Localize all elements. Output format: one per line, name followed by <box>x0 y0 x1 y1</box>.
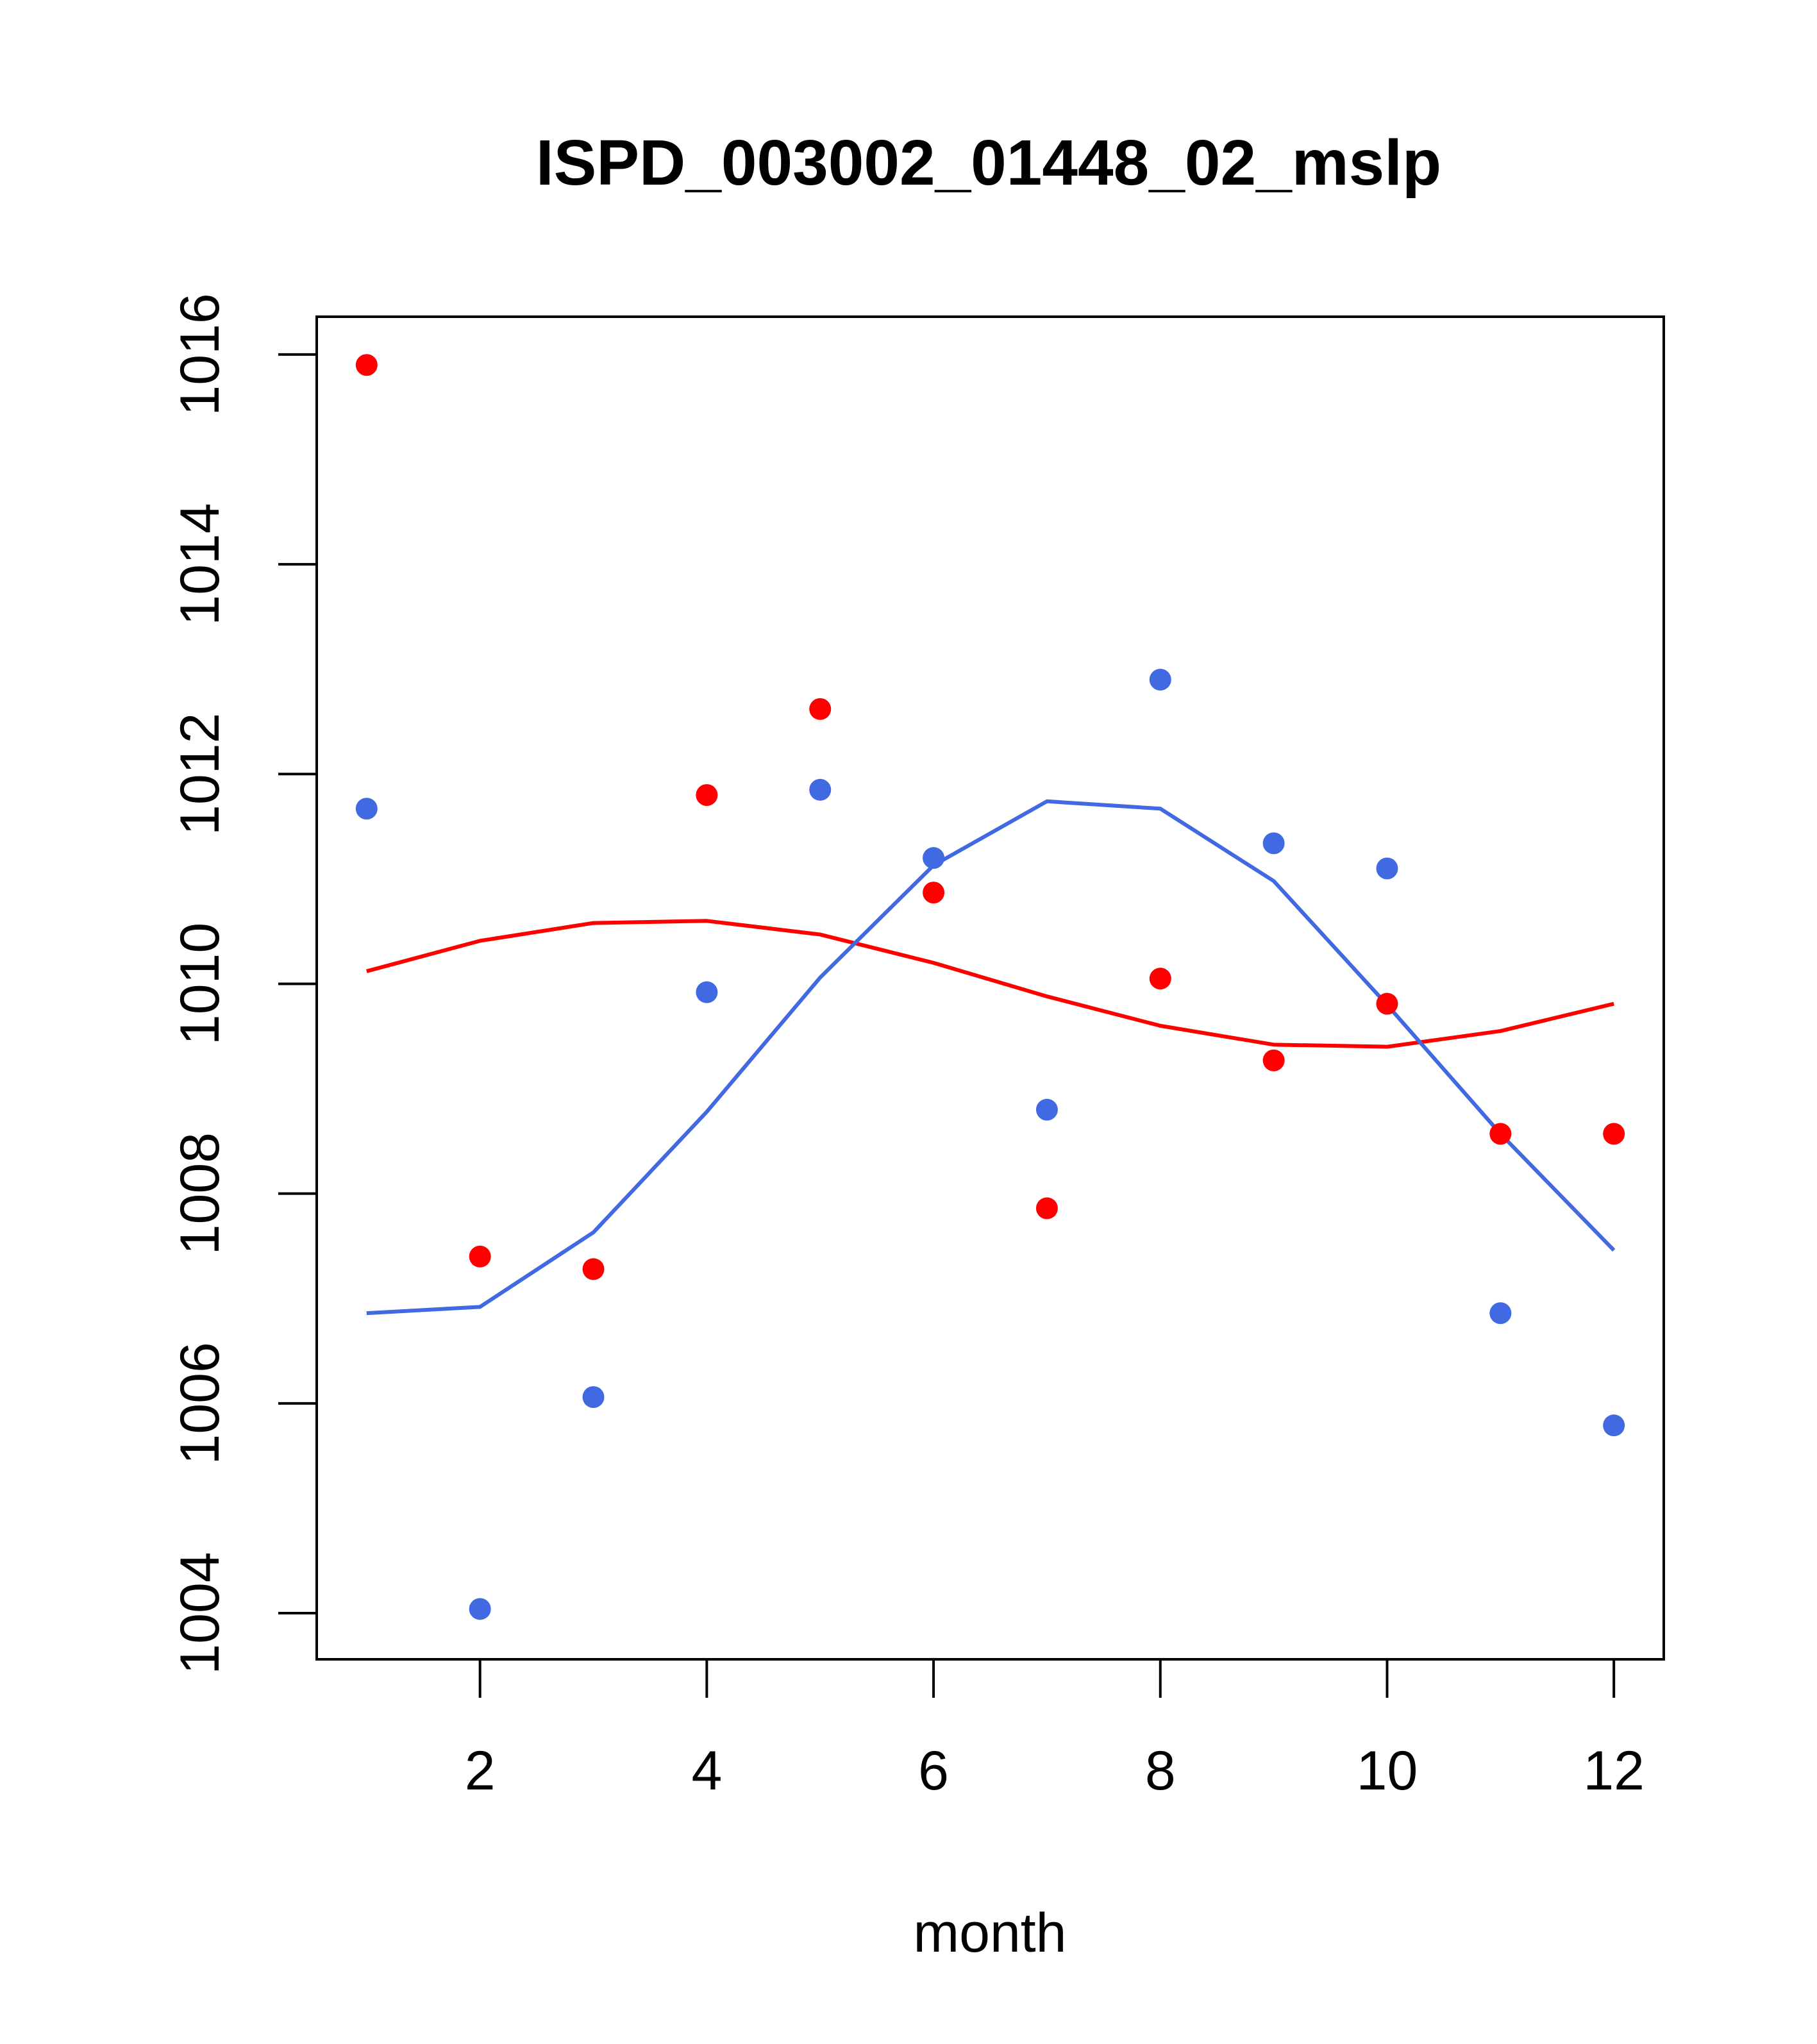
x-tick-label: 2 <box>465 1740 496 1802</box>
series-line <box>366 919 1614 1049</box>
series-line <box>366 799 1616 1316</box>
series-layer <box>355 354 1625 1620</box>
y-tick-label: 1012 <box>169 713 231 835</box>
data-point <box>355 354 378 376</box>
x-tick-label: 4 <box>691 1740 722 1802</box>
data-point <box>1376 993 1398 1015</box>
data-point <box>923 882 945 904</box>
y-axis: 1004 1006 1008 1010 1012 1014 1016 <box>169 293 318 1675</box>
x-axis: 2 4 6 8 10 12 <box>465 1658 1645 1802</box>
data-point <box>1376 857 1398 880</box>
data-point <box>696 783 718 806</box>
data-point <box>1035 1197 1058 1219</box>
data-point <box>1489 1302 1512 1325</box>
y-tick-label: 1008 <box>169 1132 231 1255</box>
data-point <box>1603 1123 1625 1145</box>
x-axis-label: month <box>913 1902 1066 1964</box>
x-tick-label: 12 <box>1583 1740 1645 1802</box>
y-tick-label: 1004 <box>169 1552 231 1674</box>
data-point <box>582 1386 605 1409</box>
data-point <box>1035 1098 1058 1121</box>
data-point <box>1262 832 1285 855</box>
data-point <box>1149 669 1171 691</box>
x-tick-label: 10 <box>1357 1740 1418 1802</box>
plot-frame <box>315 315 1665 1661</box>
data-point <box>923 847 945 869</box>
data-point <box>1603 1414 1625 1437</box>
data-point <box>582 1258 605 1280</box>
y-tick-label: 1014 <box>169 503 231 625</box>
y-tick-label: 1006 <box>169 1342 231 1464</box>
x-tick-label: 6 <box>918 1740 949 1802</box>
data-point <box>469 1598 491 1620</box>
chart-title: ISPD_003002_01448_02_mslp <box>536 127 1441 199</box>
data-point <box>809 778 832 801</box>
data-point <box>469 1245 491 1268</box>
y-tick-label: 1016 <box>169 293 231 415</box>
data-point <box>355 798 378 820</box>
data-point <box>696 981 718 1003</box>
data-point <box>809 698 832 720</box>
x-tick-label: 8 <box>1145 1740 1176 1802</box>
data-point <box>1262 1049 1285 1071</box>
y-tick-label: 1010 <box>169 923 231 1045</box>
data-point <box>1489 1123 1512 1145</box>
data-point <box>1149 968 1171 990</box>
